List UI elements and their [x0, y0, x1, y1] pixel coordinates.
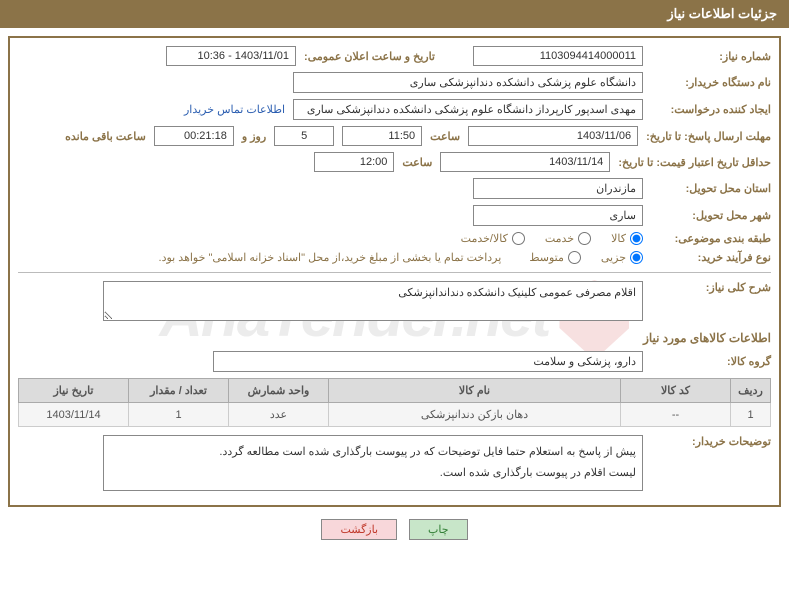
radio-medium[interactable]: متوسط: [529, 251, 581, 264]
items-table: ردیف کد کالا نام کالا واحد شمارش تعداد /…: [18, 378, 771, 427]
radio-both-input[interactable]: [512, 232, 525, 245]
radio-medium-input[interactable]: [568, 251, 581, 264]
days-and-label: روز و: [242, 130, 266, 143]
panel-header: جزئیات اطلاعات نیاز: [0, 0, 789, 28]
validity-date-field: 1403/11/14: [440, 152, 610, 172]
purchase-radio-group: جزیی متوسط: [529, 251, 643, 264]
days-field: 5: [274, 126, 334, 146]
form-frame: شماره نیاز: 1103094414000011 تاریخ و ساع…: [8, 36, 781, 507]
row-classification: طبقه بندی موضوعی: کالا خدمت کالا/خدمت: [18, 232, 771, 245]
deadline-date-field: 1403/11/06: [468, 126, 638, 146]
row-buyer-notes: توضیحات خریدار: پیش از پاسخ به استعلام ح…: [18, 435, 771, 491]
province-field: مازندران: [473, 178, 643, 199]
remain-label: ساعت باقی مانده: [65, 130, 146, 143]
row-buyer: نام دستگاه خریدار: دانشگاه علوم پزشکی دا…: [18, 72, 771, 93]
td-name: دهان بازکن دندانپزشکی: [329, 403, 621, 427]
th-row: ردیف: [731, 379, 771, 403]
city-label: شهر محل تحویل:: [651, 209, 771, 222]
row-need-no: شماره نیاز: 1103094414000011 تاریخ و ساع…: [18, 46, 771, 66]
table-row: 1 -- دهان بازکن دندانپزشکی عدد 1 1403/11…: [19, 403, 771, 427]
table-header-row: ردیف کد کالا نام کالا واحد شمارش تعداد /…: [19, 379, 771, 403]
th-unit: واحد شمارش: [229, 379, 329, 403]
buyer-notes-line1: پیش از پاسخ به استعلام حتما فایل توضیحات…: [110, 442, 636, 463]
radio-partial-input[interactable]: [630, 251, 643, 264]
row-city: شهر محل تحویل: ساری: [18, 205, 771, 226]
deadline-label: مهلت ارسال پاسخ: تا تاریخ:: [646, 130, 771, 143]
remain-time-field: 00:21:18: [154, 126, 234, 146]
td-unit: عدد: [229, 403, 329, 427]
class-label: طبقه بندی موضوعی:: [651, 232, 771, 245]
th-name: نام کالا: [329, 379, 621, 403]
summary-textarea[interactable]: [103, 281, 643, 321]
buttons-row: چاپ بازگشت: [0, 519, 789, 540]
contact-link[interactable]: اطلاعات تماس خریدار: [184, 103, 285, 116]
requester-label: ایجاد کننده درخواست:: [651, 103, 771, 116]
buyer-label: نام دستگاه خریدار:: [651, 76, 771, 89]
divider-1: [18, 272, 771, 273]
row-validity: حداقل تاریخ اعتبار قیمت: تا تاریخ: 1403/…: [18, 152, 771, 172]
back-button[interactable]: بازگشت: [321, 519, 397, 540]
row-group: گروه کالا: دارو، پزشکی و سلامت: [18, 351, 771, 372]
panel-title: جزئیات اطلاعات نیاز: [667, 6, 777, 21]
row-purchase-type: نوع فرآیند خرید: جزیی متوسط پرداخت تمام …: [18, 251, 771, 264]
th-code: کد کالا: [621, 379, 731, 403]
public-date-label: تاریخ و ساعت اعلان عمومی:: [304, 50, 435, 63]
row-requester: ایجاد کننده درخواست: مهدی اسدپور کارپردا…: [18, 99, 771, 120]
radio-service[interactable]: خدمت: [545, 232, 591, 245]
deadline-time-field: 11:50: [342, 126, 422, 146]
th-date: تاریخ نیاز: [19, 379, 129, 403]
row-province: استان محل تحویل: مازندران: [18, 178, 771, 199]
td-date: 1403/11/14: [19, 403, 129, 427]
td-code: --: [621, 403, 731, 427]
time-label-1: ساعت: [430, 130, 460, 143]
need-no-label: شماره نیاز:: [651, 50, 771, 63]
class-radio-group: کالا خدمت کالا/خدمت: [461, 232, 643, 245]
buyer-field: دانشگاه علوم پزشکی دانشکده دندانپزشکی سا…: [293, 72, 643, 93]
purchase-note: پرداخت تمام یا بخشی از مبلغ خرید،از محل …: [159, 251, 502, 264]
purchase-type-label: نوع فرآیند خرید:: [651, 251, 771, 264]
goods-section-title: اطلاعات کالاهای مورد نیاز: [18, 331, 771, 345]
row-deadline: مهلت ارسال پاسخ: تا تاریخ: 1403/11/06 سا…: [18, 126, 771, 146]
time-label-2: ساعت: [402, 156, 432, 169]
group-label: گروه کالا:: [651, 355, 771, 368]
print-button[interactable]: چاپ: [409, 519, 468, 540]
td-row: 1: [731, 403, 771, 427]
validity-time-field: 12:00: [314, 152, 394, 172]
city-field: ساری: [473, 205, 643, 226]
radio-goods-input[interactable]: [630, 232, 643, 245]
group-field: دارو، پزشکی و سلامت: [213, 351, 643, 372]
buyer-notes-label: توضیحات خریدار:: [651, 435, 771, 448]
radio-both[interactable]: کالا/خدمت: [461, 232, 525, 245]
need-no-field: 1103094414000011: [473, 46, 643, 66]
th-qty: تعداد / مقدار: [129, 379, 229, 403]
summary-label: شرح کلی نیاز:: [651, 281, 771, 294]
province-label: استان محل تحویل:: [651, 182, 771, 195]
public-date-field: 1403/11/01 - 10:36: [166, 46, 296, 66]
radio-goods[interactable]: کالا: [611, 232, 643, 245]
row-summary: شرح کلی نیاز:: [18, 281, 771, 321]
buyer-notes-line2: لیست اقلام در پیوست بارگذاری شده است.: [110, 463, 636, 484]
radio-partial[interactable]: جزیی: [601, 251, 643, 264]
td-qty: 1: [129, 403, 229, 427]
radio-service-input[interactable]: [578, 232, 591, 245]
buyer-notes-box: پیش از پاسخ به استعلام حتما فایل توضیحات…: [103, 435, 643, 491]
validity-label: حداقل تاریخ اعتبار قیمت: تا تاریخ:: [618, 156, 771, 169]
requester-field: مهدی اسدپور کارپرداز دانشگاه علوم پزشکی …: [293, 99, 643, 120]
